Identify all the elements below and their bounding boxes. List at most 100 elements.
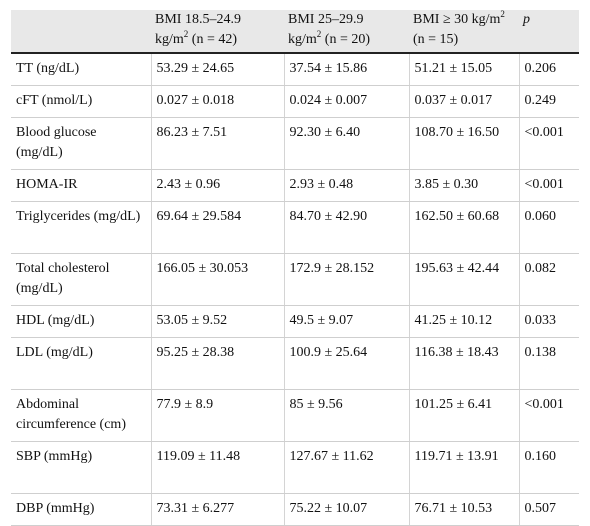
p-value-cell: <0.001 bbox=[519, 169, 579, 202]
cell-text: 85 ± 9.56 bbox=[289, 397, 343, 412]
header-row: BMI 18.5–24.9 kg/m2 (n = 42) BMI 25–29.9… bbox=[11, 10, 579, 54]
bmi-obese-cell: 119.71 ± 13.91 bbox=[409, 441, 520, 494]
bmi-overweight-cell: 127.67 ± 11.62 bbox=[284, 441, 410, 494]
bmi-overweight-cell: 85 ± 9.56 bbox=[284, 389, 410, 442]
p-value-cell: <0.001 bbox=[519, 117, 579, 170]
bmi-normal-cell: 166.05 ± 30.053 bbox=[151, 253, 285, 306]
header-cell-label bbox=[11, 10, 151, 54]
table-row: cFT (nmol/L) 0.027 ± 0.018 0.024 ± 0.007 0.… bbox=[11, 85, 579, 118]
table-row: DBP (mmHg) 73.31 ± 6.277 75.22 ± 10.07 76.7… bbox=[11, 493, 579, 526]
cell-text: 0.138 bbox=[524, 345, 557, 360]
cell-text: 51.21 ± 15.05 bbox=[414, 61, 493, 76]
cell-text: <0.001 bbox=[524, 125, 564, 140]
bmi-obese-cell: 116.38 ± 18.43 bbox=[409, 337, 520, 390]
bmi-normal-cell: 2.43 ± 0.96 bbox=[151, 169, 285, 202]
p-value-cell: 0.138 bbox=[519, 337, 579, 390]
p-value-cell: 0.507 bbox=[519, 493, 579, 526]
cell-text: 41.25 ± 10.12 bbox=[414, 313, 493, 328]
cell-text: 75.22 ± 10.07 bbox=[289, 501, 368, 516]
cell-text: 172.9 ± 28.152 bbox=[289, 261, 375, 276]
header-cell-bmi-normal: BMI 18.5–24.9 kg/m2 (n = 42) bbox=[151, 10, 284, 54]
cell-text: 116.38 ± 18.43 bbox=[414, 345, 499, 360]
table-row: Blood glucose (mg/dL) 86.23 ± 7.51 92.30 ±… bbox=[11, 117, 579, 170]
cell-text: <0.001 bbox=[524, 177, 564, 192]
table-row: Triglycerides (mg/dL) 69.64 ± 29.584 84.70… bbox=[11, 201, 579, 254]
bmi-overweight-cell: 172.9 ± 28.152 bbox=[284, 253, 410, 306]
bmi-normal-cell: 95.25 ± 28.38 bbox=[151, 337, 285, 390]
bmi-obese-cell: 162.50 ± 60.68 bbox=[409, 201, 520, 254]
bmi-overweight-cell: 100.9 ± 25.64 bbox=[284, 337, 410, 390]
bmi-obese-cell: 51.21 ± 15.05 bbox=[409, 53, 520, 86]
cell-text: 69.64 ± 29.584 bbox=[156, 209, 242, 224]
p-value-cell: 0.060 bbox=[519, 201, 579, 254]
p-value-cell: 0.160 bbox=[519, 441, 579, 494]
cell-text: 0.206 bbox=[524, 61, 557, 76]
cell-text: 76.71 ± 10.53 bbox=[414, 501, 493, 516]
cell-text: 0.024 ± 0.007 bbox=[289, 93, 368, 108]
cell-text: HDL (mg/dL) bbox=[16, 313, 95, 328]
table-body: TT (ng/dL) 53.29 ± 24.65 37.54 ± 15.86 51.2… bbox=[11, 53, 579, 526]
bmi-normal-cell: 77.9 ± 8.9 bbox=[151, 389, 285, 442]
header-line-2: (n = 15) bbox=[413, 32, 459, 47]
p-value-cell: 0.082 bbox=[519, 253, 579, 306]
p-value-cell: 0.249 bbox=[519, 85, 579, 118]
cell-text: 0.027 ± 0.018 bbox=[156, 93, 235, 108]
bmi-obese-cell: 3.85 ± 0.30 bbox=[409, 169, 520, 202]
cell-text: 0.037 ± 0.017 bbox=[414, 93, 493, 108]
row-label-cell: cFT (nmol/L) bbox=[11, 85, 152, 118]
cell-text: LDL (mg/dL) bbox=[16, 345, 93, 360]
cell-text: 92.30 ± 6.40 bbox=[289, 125, 361, 140]
table-row: Total cholesterol (mg/dL) 166.05 ± 30.053… bbox=[11, 253, 579, 306]
cell-text: cFT (nmol/L) bbox=[16, 93, 93, 108]
cell-text: 162.50 ± 60.68 bbox=[414, 209, 500, 224]
bmi-normal-cell: 73.31 ± 6.277 bbox=[151, 493, 285, 526]
cell-text: 0.507 bbox=[524, 501, 557, 516]
table-row: TT (ng/dL) 53.29 ± 24.65 37.54 ± 15.86 51.2… bbox=[11, 53, 579, 86]
bmi-overweight-cell: 37.54 ± 15.86 bbox=[284, 53, 410, 86]
bmi-obese-cell: 41.25 ± 10.12 bbox=[409, 305, 520, 338]
cell-text: 53.05 ± 9.52 bbox=[156, 313, 228, 328]
cell-text: SBP (mmHg) bbox=[16, 449, 93, 464]
bmi-normal-cell: 53.05 ± 9.52 bbox=[151, 305, 285, 338]
cell-text: 0.082 bbox=[524, 261, 557, 276]
bmi-overweight-cell: 2.93 ± 0.48 bbox=[284, 169, 410, 202]
header-cell-bmi-overweight: BMI 25–29.9 kg/m2 (n = 20) bbox=[284, 10, 409, 54]
p-value-cell: 0.033 bbox=[519, 305, 579, 338]
cell-text: 84.70 ± 42.90 bbox=[289, 209, 368, 224]
cell-text: 86.23 ± 7.51 bbox=[156, 125, 228, 140]
cell-text: 119.71 ± 13.91 bbox=[414, 449, 499, 464]
row-label-cell: DBP (mmHg) bbox=[11, 493, 152, 526]
cell-text: 77.9 ± 8.9 bbox=[156, 397, 214, 412]
table-header: BMI 18.5–24.9 kg/m2 (n = 42) BMI 25–29.9… bbox=[11, 10, 579, 54]
bmi-obese-cell: 195.63 ± 42.44 bbox=[409, 253, 520, 306]
cell-text: HOMA-IR bbox=[16, 177, 78, 192]
bmi-obese-cell: 108.70 ± 16.50 bbox=[409, 117, 520, 170]
header-cell-bmi-obese: BMI ≥ 30 kg/m2 (n = 15) bbox=[409, 10, 519, 54]
cell-text: 100.9 ± 25.64 bbox=[289, 345, 368, 360]
cell-text: 0.160 bbox=[524, 449, 557, 464]
cell-text: TT (ng/dL) bbox=[16, 61, 80, 76]
cell-text: 0.060 bbox=[524, 209, 557, 224]
cell-text: 101.25 ± 6.41 bbox=[414, 397, 493, 412]
cell-text: <0.001 bbox=[524, 397, 564, 412]
bmi-obese-cell: 0.037 ± 0.017 bbox=[409, 85, 520, 118]
row-label-cell: HOMA-IR bbox=[11, 169, 152, 202]
cell-text: 108.70 ± 16.50 bbox=[414, 125, 500, 140]
bmi-normal-cell: 53.29 ± 24.65 bbox=[151, 53, 285, 86]
bmi-overweight-cell: 92.30 ± 6.40 bbox=[284, 117, 410, 170]
bmi-normal-cell: 86.23 ± 7.51 bbox=[151, 117, 285, 170]
row-label-cell: HDL (mg/dL) bbox=[11, 305, 152, 338]
cell-text: 2.93 ± 0.48 bbox=[289, 177, 354, 192]
cell-text: 0.033 bbox=[524, 313, 557, 328]
cell-text: 3.85 ± 0.30 bbox=[414, 177, 479, 192]
cell-text: 73.31 ± 6.277 bbox=[156, 501, 235, 516]
p-value-cell: <0.001 bbox=[519, 389, 579, 442]
bmi-obese-cell: 76.71 ± 10.53 bbox=[409, 493, 520, 526]
header-line-1: BMI 18.5–24.9 bbox=[155, 12, 241, 27]
row-label-cell: TT (ng/dL) bbox=[11, 53, 152, 86]
row-label-cell: LDL (mg/dL) bbox=[11, 337, 152, 390]
cell-text: 195.63 ± 42.44 bbox=[414, 261, 500, 276]
table-row: LDL (mg/dL) 95.25 ± 28.38 100.9 ± 25.64 116… bbox=[11, 337, 579, 390]
table-row: HDL (mg/dL) 53.05 ± 9.52 49.5 ± 9.07 41.25 … bbox=[11, 305, 579, 338]
